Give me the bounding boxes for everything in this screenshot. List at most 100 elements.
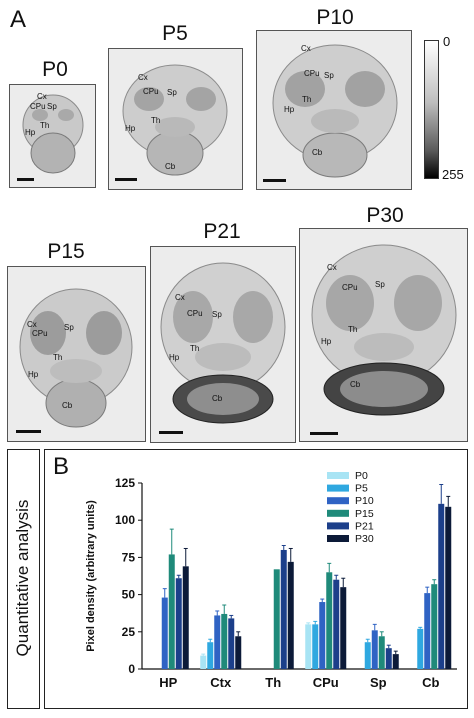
legend-swatch (327, 497, 349, 505)
region-label: Hp (169, 353, 180, 362)
bar (182, 566, 189, 669)
section-age-label: P0 (42, 58, 68, 81)
legend-label: P30 (355, 533, 374, 545)
colorbar (424, 40, 439, 179)
brain-section-graphic (10, 85, 95, 187)
bar (168, 554, 175, 669)
legend-swatch (327, 484, 349, 492)
region-label: Sp (212, 310, 222, 319)
legend-label: P10 (355, 495, 374, 507)
section-age-label: P10 (316, 6, 354, 29)
bar (438, 503, 445, 669)
x-tick-label: Ctx (210, 675, 232, 690)
region-label: Cx (138, 73, 148, 82)
brain-section-image: Cx CPu Sp Th Hp (9, 84, 96, 188)
region-label: Cx (327, 263, 337, 272)
region-label: Cx (301, 44, 311, 53)
quantitative-analysis-label: Quantitative analysis (13, 499, 32, 657)
legend-label: P0 (355, 470, 368, 482)
quantitative-analysis-box: Quantitative analysis (7, 449, 40, 709)
y-tick-label: 50 (122, 588, 136, 602)
legend-label: P21 (355, 520, 374, 532)
bar-chart: 0 25 50 75 100 125 Pixel density (arbitrary un… (85, 470, 457, 690)
bar (273, 569, 280, 669)
region-label: Cx (37, 92, 47, 101)
legend-label: P5 (355, 483, 368, 495)
region-label: CPu (143, 87, 159, 96)
bar (214, 615, 221, 669)
legend-swatch (327, 535, 349, 542)
bar (364, 642, 371, 669)
x-tick-label: Cb (422, 675, 439, 690)
section-age-label: P5 (162, 22, 188, 45)
region-label: Cb (312, 148, 323, 157)
region-label: CPu (30, 102, 46, 111)
bar (371, 630, 378, 669)
colorbar-bottom-label: 255 (442, 167, 464, 182)
bar (340, 587, 347, 669)
region-label: Th (302, 95, 312, 104)
bar (319, 602, 326, 669)
bar (392, 654, 399, 669)
brain-section-graphic (109, 49, 242, 189)
region-label: Sp (375, 280, 385, 289)
panel-a-letter: A (10, 6, 27, 33)
region-label: Th (190, 344, 200, 353)
y-tick-label: 25 (122, 625, 136, 639)
region-label: Hp (25, 128, 36, 137)
region-label: Cb (212, 394, 223, 403)
bar (207, 642, 214, 669)
brain-section-image: Cx CPu Sp Th Hp Cb (7, 266, 146, 442)
panel-b-letter: B (53, 453, 70, 480)
region-label: Cb (62, 401, 73, 410)
bar (175, 578, 182, 669)
bar (333, 579, 340, 669)
legend-swatch (327, 509, 349, 517)
bar (445, 506, 452, 669)
bar (221, 613, 228, 669)
scale-bar (17, 178, 34, 181)
bar (326, 572, 333, 669)
bar (431, 584, 438, 669)
y-axis-label: Pixel density (arbitrary units) (85, 500, 97, 652)
bar (312, 624, 319, 669)
section-age-label: P21 (203, 220, 241, 243)
y-tick-label: 0 (128, 662, 135, 676)
region-label: Sp (64, 323, 74, 332)
region-label: Hp (125, 124, 136, 133)
region-label: CPu (304, 69, 320, 78)
bar (200, 655, 207, 669)
region-label: Hp (284, 105, 295, 114)
brain-section-graphic (257, 31, 411, 189)
region-label: Th (348, 325, 358, 334)
region-label: Sp (324, 71, 334, 80)
bar (424, 593, 431, 669)
bar (228, 618, 235, 669)
region-label: Cb (165, 162, 176, 171)
x-tick-label: CPu (313, 675, 339, 690)
region-label: Th (53, 353, 63, 362)
x-tick-label: Sp (370, 675, 387, 690)
brain-section-graphic (151, 247, 295, 442)
colorbar-top-label: 0 (443, 34, 451, 49)
y-tick-label: 125 (115, 476, 135, 490)
region-label: Th (40, 121, 50, 130)
region-label: Th (151, 116, 161, 125)
region-label: Hp (321, 337, 332, 346)
bar (161, 597, 168, 669)
legend-swatch (327, 522, 349, 530)
bar (417, 628, 424, 669)
brain-section-graphic (8, 267, 145, 441)
region-label: Hp (28, 370, 39, 379)
section-age-label: P30 (366, 204, 404, 227)
region-label: Sp (47, 102, 57, 111)
region-label: CPu (32, 329, 48, 338)
brain-section-image: Cx CPu Sp Th Hp Cb (299, 228, 468, 442)
brain-section-image: Cx CPu Sp Hp Th Cb (150, 246, 296, 443)
x-tick-label: Th (265, 675, 281, 690)
section-age-label: P15 (47, 240, 85, 263)
scale-bar (115, 178, 137, 181)
scale-bar (159, 431, 183, 434)
scale-bar (310, 432, 338, 435)
region-label: CPu (342, 283, 358, 292)
